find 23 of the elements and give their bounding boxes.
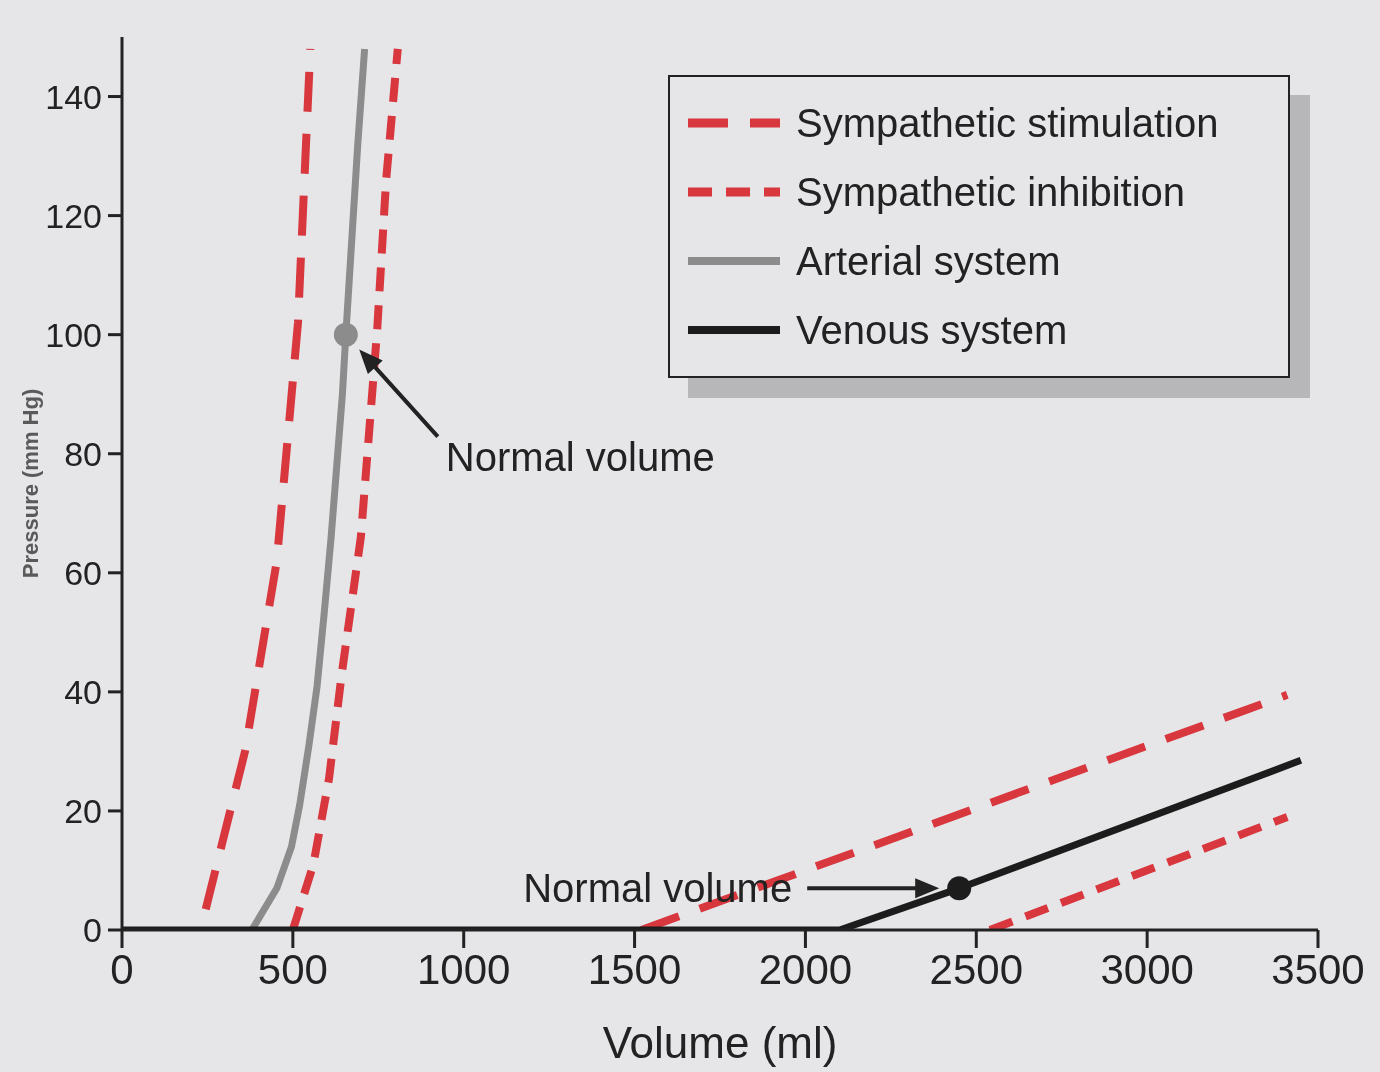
x-tick-label: 3500	[1271, 945, 1365, 993]
y-axis-title: Pressure (mm Hg)	[17, 388, 43, 579]
x-tick-label: 1500	[587, 945, 682, 993]
y-tick-label: 40	[64, 672, 102, 711]
legend-label: Sympathetic inhibition	[796, 169, 1186, 215]
x-tick-label: 3000	[1100, 945, 1194, 993]
x-tick-label: 1000	[417, 945, 511, 993]
x-tick-label: 2500	[929, 945, 1023, 993]
x-axis-title: Volume (ml)	[602, 1018, 838, 1067]
legend-label: Sympathetic stimulation	[796, 100, 1219, 146]
y-tick-label: 120	[45, 196, 102, 235]
y-tick-label: 20	[64, 792, 102, 830]
legend-label: Venous system	[796, 307, 1068, 353]
annotation: Normal volume	[445, 434, 715, 479]
y-tick-label: 140	[45, 77, 102, 116]
y-tick-label: 60	[64, 553, 102, 592]
x-tick-label: 2000	[758, 945, 853, 993]
x-tick-label: 0	[110, 945, 134, 993]
x-tick-label: 500	[257, 945, 328, 993]
legend-label: Arterial system	[796, 238, 1061, 284]
y-tick-label: 100	[45, 315, 102, 354]
y-tick-label: 80	[64, 434, 102, 473]
y-tick-label: 0	[83, 911, 102, 950]
